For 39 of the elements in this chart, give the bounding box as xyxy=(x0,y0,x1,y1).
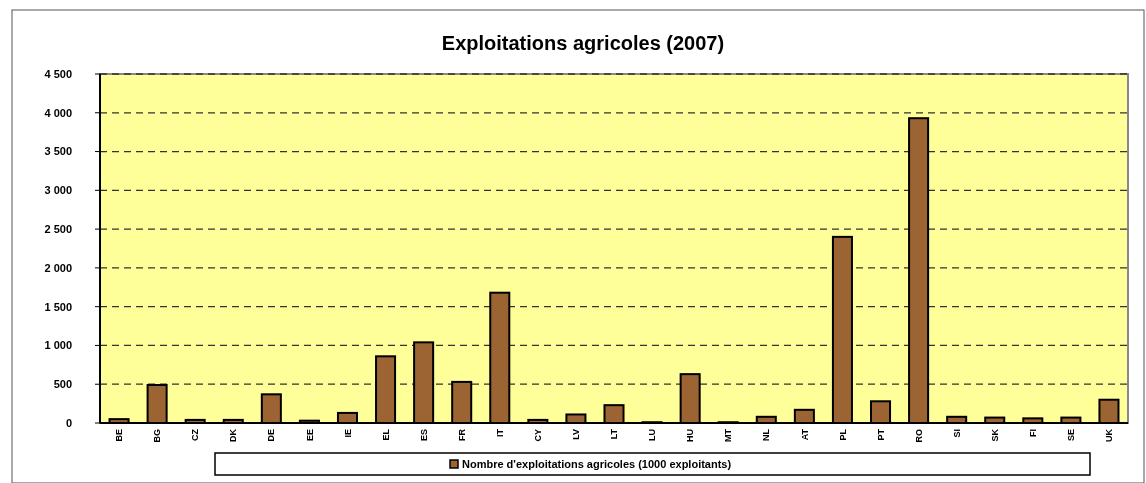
x-tick-label: IE xyxy=(342,429,353,438)
x-tick-label: RO xyxy=(913,429,924,443)
x-tick-label: AT xyxy=(799,428,810,441)
x-tick-label: BE xyxy=(114,429,125,442)
x-tick-label: SK xyxy=(989,428,1000,442)
x-tick-label: FR xyxy=(456,428,467,441)
x-tick-label: DE xyxy=(266,429,277,442)
x-tick-label: PT xyxy=(875,428,886,441)
x-tick-label: SI xyxy=(951,429,962,438)
y-tick-label: 0 xyxy=(65,416,72,429)
x-tick-label: LV xyxy=(571,429,582,440)
x-tick-label: PL xyxy=(837,428,848,441)
y-tick-label: 4 500 xyxy=(44,67,72,80)
x-tick-label: CZ xyxy=(190,428,201,441)
legend-label: Nombre d'exploitations agricoles (1000 exploitants) xyxy=(462,457,732,470)
x-tick-label: NL xyxy=(761,428,772,441)
y-tick-label: 500 xyxy=(53,378,72,391)
y-tick-label: 3 500 xyxy=(44,145,72,158)
chart-title: Exploitations agricoles (2007) xyxy=(441,32,725,54)
y-tick-label: 1 500 xyxy=(44,300,72,313)
x-tick-label: IT xyxy=(494,428,505,437)
x-tick-label: DK xyxy=(228,428,239,442)
y-tick-label: 4 000 xyxy=(44,106,72,119)
x-tick-label: HU xyxy=(685,429,696,442)
y-tick-label: 2 500 xyxy=(44,222,72,235)
x-tick-label: UK xyxy=(1104,428,1115,442)
y-tick-label: 2 000 xyxy=(44,261,72,274)
x-tick-label: ES xyxy=(418,429,429,442)
x-tick-label: MT xyxy=(723,428,734,442)
x-tick-label: EL xyxy=(380,428,391,441)
y-tick-label: 1 000 xyxy=(44,339,72,352)
x-tick-label: BG xyxy=(152,429,163,443)
x-tick-label: EE xyxy=(304,429,315,442)
x-tick-label: CY xyxy=(533,429,543,442)
x-tick-label: FI xyxy=(1027,429,1038,437)
x-tick-label: LT xyxy=(609,428,620,440)
y-tick-label: 3 000 xyxy=(44,184,72,197)
x-tick-label: SE xyxy=(1066,429,1077,442)
x-tick-label: LU xyxy=(647,429,658,441)
